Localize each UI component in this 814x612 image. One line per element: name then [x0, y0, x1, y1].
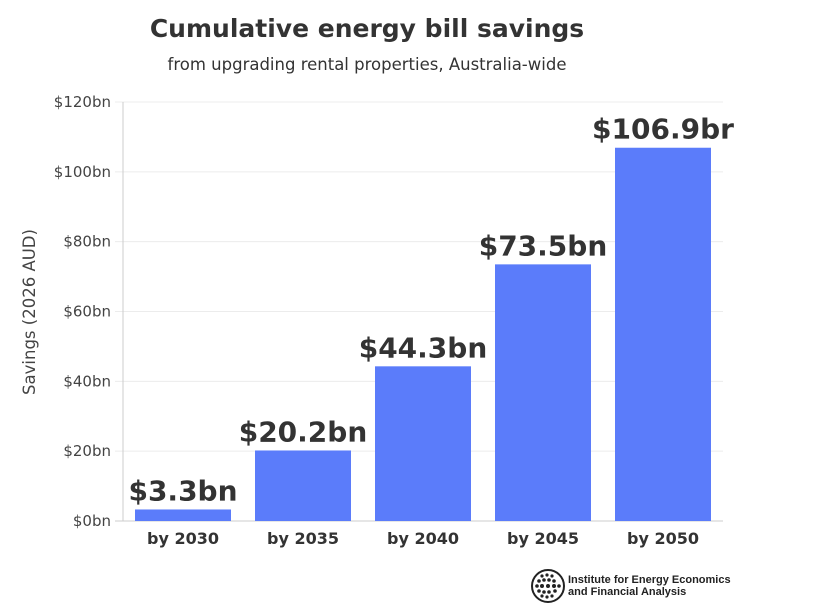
bar: [255, 450, 351, 521]
x-tick-label: by 2030: [147, 529, 219, 548]
bar: [375, 366, 471, 521]
x-tick-label: by 2050: [627, 529, 699, 548]
logo-line-2: and Financial Analysis: [568, 586, 687, 598]
data-label: $3.3bn: [128, 474, 237, 507]
y-axis-title: Savings (2026 AUD): [20, 229, 39, 395]
y-tick-label: $100bn: [54, 163, 111, 181]
y-tick-label: $40bn: [63, 372, 111, 390]
data-label: $20.2bn: [239, 415, 368, 448]
bar: [135, 509, 231, 521]
chart-title: Cumulative energy bill savings: [149, 14, 585, 43]
x-tick-label: by 2045: [507, 529, 579, 548]
bar: [615, 147, 711, 521]
chart-subtitle: from upgrading rental properties, Austra…: [167, 55, 567, 74]
logo-line-1: Institute for Energy Economics: [568, 574, 731, 586]
y-tick-label: $0bn: [73, 512, 111, 530]
globe-icon: [531, 569, 565, 603]
y-tick-label: $20bn: [63, 442, 111, 460]
bars: [135, 147, 711, 521]
data-label: $106.9br: [592, 113, 734, 146]
labels: $0bn $20bn $40bn $60bn $80bn $100bn $120bn $3.3…: [54, 93, 734, 548]
y-tick-label: $80bn: [63, 233, 111, 251]
logo-text: Institute for Energy Economics and Finan…: [568, 574, 731, 598]
data-label: $44.3bn: [359, 331, 488, 364]
y-tick-label: $60bn: [63, 303, 111, 321]
iefa-logo: Institute for Energy Economics and Finan…: [530, 568, 740, 606]
data-label: $73.5bn: [479, 229, 608, 262]
y-tick-label: $120bn: [54, 93, 111, 111]
x-tick-label: by 2040: [387, 529, 459, 548]
x-tick-label: by 2035: [267, 529, 339, 548]
bar: [495, 264, 591, 521]
